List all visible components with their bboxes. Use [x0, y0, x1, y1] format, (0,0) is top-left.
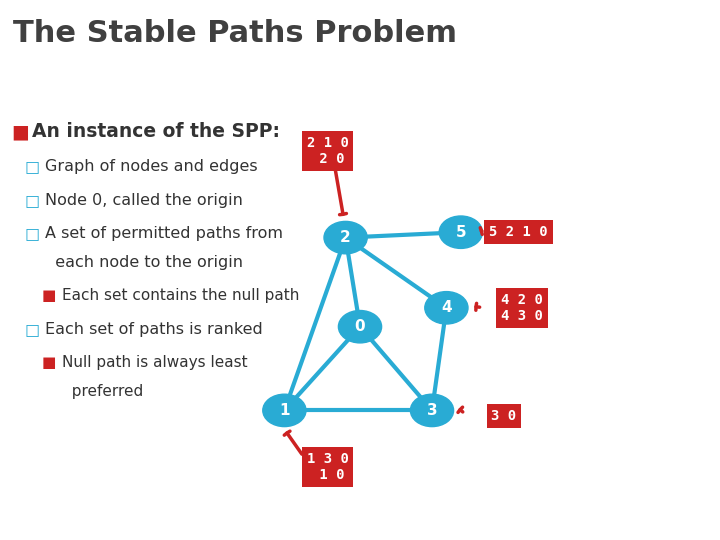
- Circle shape: [338, 310, 382, 343]
- Text: A set of permitted paths from: A set of permitted paths from: [45, 226, 283, 241]
- Circle shape: [324, 221, 367, 254]
- Text: Each set of paths is ranked: Each set of paths is ranked: [45, 322, 263, 337]
- Text: 1 3 0
 1 0: 1 3 0 1 0: [307, 452, 348, 482]
- Text: 2 1 0
 2 0: 2 1 0 2 0: [307, 136, 348, 166]
- Text: □: □: [24, 159, 40, 174]
- Text: 3 0: 3 0: [492, 409, 516, 423]
- Text: ■: ■: [41, 288, 55, 303]
- Text: An instance of the SPP:: An instance of the SPP:: [32, 122, 280, 141]
- Text: 3: 3: [427, 403, 437, 418]
- Text: □: □: [24, 193, 40, 207]
- Text: 2: 2: [341, 230, 351, 245]
- Text: 0: 0: [355, 319, 365, 334]
- Text: Graph of nodes and edges: Graph of nodes and edges: [45, 159, 258, 174]
- Text: 4: 4: [441, 300, 451, 315]
- Text: 5: 5: [456, 225, 466, 240]
- Text: 5 2 1 0: 5 2 1 0: [489, 225, 548, 239]
- Circle shape: [263, 394, 306, 427]
- Text: Node 0, called the origin: Node 0, called the origin: [45, 193, 243, 207]
- Text: Each set contains the null path: Each set contains the null path: [62, 288, 299, 303]
- Text: ■: ■: [12, 122, 29, 141]
- Text: The Stable Paths Problem: The Stable Paths Problem: [13, 19, 457, 48]
- Text: Null path is always least: Null path is always least: [62, 355, 248, 370]
- Circle shape: [425, 292, 468, 324]
- Text: □: □: [24, 226, 40, 241]
- Text: preferred: preferred: [62, 384, 143, 399]
- Text: 28: 28: [9, 64, 25, 73]
- Text: ■: ■: [41, 355, 55, 370]
- Circle shape: [439, 216, 482, 248]
- Text: each node to the origin: each node to the origin: [45, 255, 243, 270]
- Text: 4 2 0
4 3 0: 4 2 0 4 3 0: [501, 293, 543, 323]
- Circle shape: [410, 394, 454, 427]
- Text: □: □: [24, 322, 40, 337]
- Text: 1: 1: [279, 403, 289, 418]
